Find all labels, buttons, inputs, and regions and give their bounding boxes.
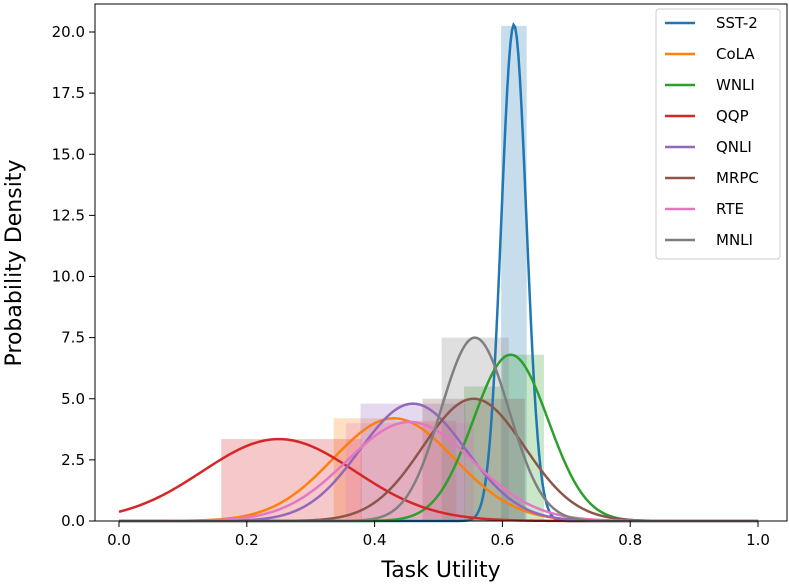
y-tick-label: 7.5 [61,329,85,347]
x-tick-label: 0.8 [618,531,642,549]
legend-label-qnli: QNLI [716,138,752,156]
y-axis: 0.0 2.5 5.0 7.5 10.0 12.5 15.0 17.5 20.0 [52,23,95,530]
plot-frame [94,3,788,522]
x-axis: 0.0 0.2 0.4 0.6 0.8 1.0 [107,521,770,549]
y-tick-label: 20.0 [52,23,85,41]
y-tick-label: 12.5 [52,206,85,224]
legend-label-cola: CoLA [716,45,755,63]
x-tick-label: 0.0 [107,531,131,549]
legend: SST-2 CoLA WNLI QQP QNLI MRPC RTE MNLI [655,8,781,260]
y-axis-title: Probability Density [2,160,27,367]
y-tick-label: 10.0 [52,268,85,286]
y-tick-label: 15.0 [52,145,85,163]
hist-bar-mrpc [422,398,474,521]
legend-label-mnli: MNLI [716,231,753,249]
x-tick-label: 0.6 [490,531,514,549]
y-tick-label: 17.5 [52,84,85,102]
x-axis-title: Task Utility [380,558,500,583]
histogram-layer [221,25,544,521]
x-tick-label: 1.0 [746,531,770,549]
x-tick-label: 0.2 [235,531,259,549]
legend-label-mrpc: MRPC [716,169,759,187]
y-tick-label: 0.0 [61,512,85,530]
legend-label-sst-2: SST-2 [716,14,758,32]
legend-label-qqp: QQP [716,107,749,125]
legend-label-rte: RTE [716,200,744,218]
y-tick-label: 2.5 [61,451,85,469]
y-tick-label: 5.0 [61,390,85,408]
x-tick-label: 0.4 [363,531,387,549]
legend-box [655,8,781,260]
legend-label-wnli: WNLI [716,76,755,94]
